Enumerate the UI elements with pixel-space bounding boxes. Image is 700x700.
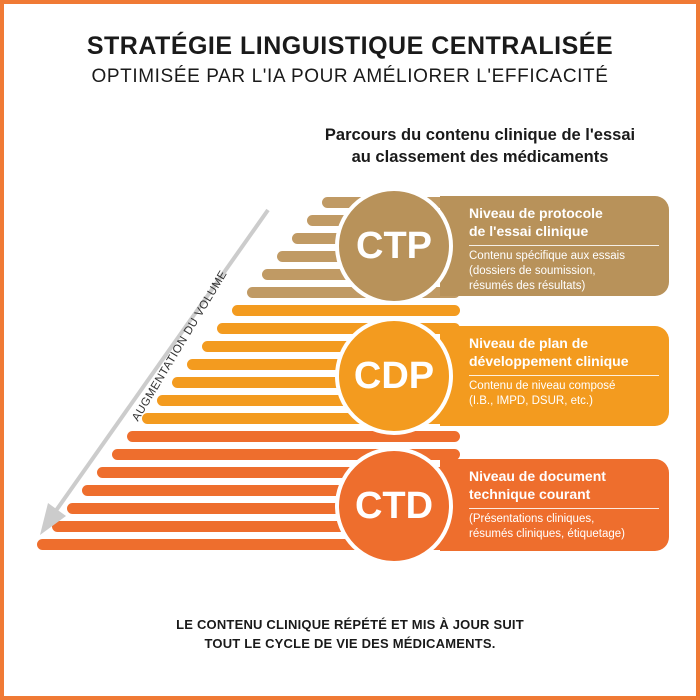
level-panel-cdp: Niveau de plan de développement clinique… [440,326,669,426]
level-desc-ctd: (Présentations cliniques, résumés cliniq… [469,509,663,542]
level-desc-ctd-line: résumés cliniques, étiquetage) [469,528,625,540]
journey-heading-line-2: au classement des médicaments [351,148,609,166]
level-title-ctp: Niveau de protocole de l'essai clinique [469,196,663,245]
level-title-ctp-line-2: de l'essai clinique [469,223,589,239]
volume-stripe [127,431,460,442]
level-desc-cdp-line: (I.B., IMPD, DSUR, etc.) [469,395,593,407]
level-desc-ctp: Contenu spécifique aux essais (dossiers … [469,246,663,294]
page-subtitle: OPTIMISÉE PAR L'IA POUR AMÉLIORER L'EFFI… [91,66,609,87]
level-title-ctd-line-2: technique courant [469,486,591,502]
level-desc-ctp-line: Contenu spécifique aux essais [469,250,625,262]
journey-heading-line-1: Parcours du contenu clinique de l'essai [324,126,636,144]
level-panel-ctp: Niveau de protocole de l'essai clinique … [440,196,669,296]
volume-stripe [232,305,460,316]
level-title-cdp: Niveau de plan de développement clinique [469,326,663,375]
level-desc-ctp-line: résumés des résultats) [469,280,586,292]
level-desc-ctp-line: (dossiers de soumission, [469,265,596,277]
level-title-cdp-line-1: Niveau de plan de [469,335,589,351]
level-badge-cdp: CDP [335,317,453,435]
level-desc-cdp-line: Contenu de niveau composé [469,380,616,392]
footer-line-1: LE CONTENU CLINIQUE RÉPÉTÉ ET MIS À JOUR… [176,617,524,632]
volume-arrow-shaft [53,208,270,514]
level-desc-ctd-line: (Présentations cliniques, [469,513,595,525]
level-title-ctd-line-1: Niveau de document [469,468,606,484]
level-divider-cdp [469,375,659,376]
page-title: STRATÉGIE LINGUISTIQUE CENTRALISÉE [86,32,614,60]
level-title-cdp-line-2: développement clinique [469,353,629,369]
level-panel-ctd: Niveau de document technique courant (Pr… [440,459,669,551]
level-badge-ctd: CTD [335,447,453,565]
level-title-ctp-line-1: Niveau de protocole [469,205,603,221]
volume-arrow [40,208,270,535]
level-title-ctd: Niveau de document technique courant [469,459,663,508]
footer-line-2: TOUT LE CYCLE DE VIE DES MÉDICAMENTS. [204,636,496,651]
level-badge-ctp: CTP [335,187,453,305]
level-divider-ctp [469,245,659,246]
journey-heading: Parcours du contenu clinique de l'essai … [260,124,700,168]
level-desc-cdp: Contenu de niveau composé (I.B., IMPD, D… [469,376,663,409]
volume-arrow-head [40,503,66,535]
footer-note: LE CONTENU CLINIQUE RÉPÉTÉ ET MIS À JOUR… [0,615,700,653]
level-divider-ctd [469,508,659,509]
